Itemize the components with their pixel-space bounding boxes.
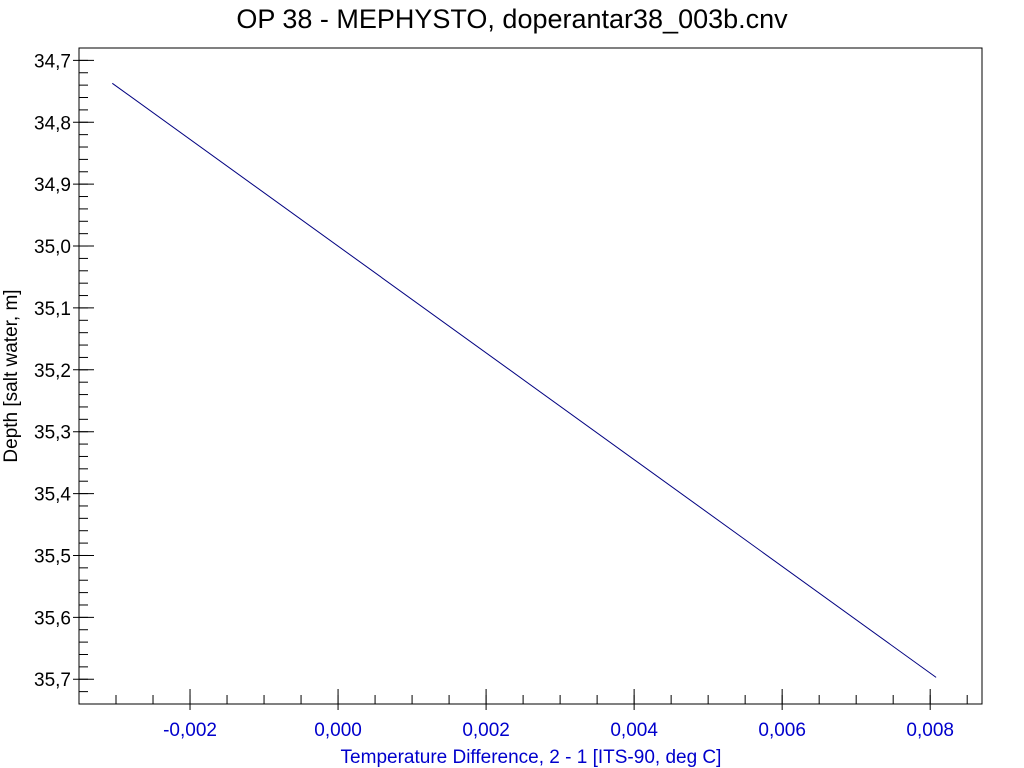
- series-group: [112, 82, 937, 678]
- y-tick-label: 34,7: [34, 51, 71, 72]
- y-tick-label: 35,0: [34, 237, 71, 258]
- y-tick-label: 35,6: [34, 608, 71, 629]
- y-axis-label: Depth [salt water, m]: [1, 289, 22, 462]
- y-tick-label: 35,4: [34, 485, 71, 506]
- x-tick-label: 0,008: [906, 720, 954, 741]
- y-tick-label: 35,5: [34, 546, 71, 567]
- x-tick-label: 0,000: [314, 720, 362, 741]
- x-axis-label: Temperature Difference, 2 - 1 [ITS-90, d…: [341, 747, 722, 768]
- y-axis: 34,7 34,8 34,9 35,0 35,1 35,2 35,3 35,4 35,5 35,6…: [34, 47, 94, 705]
- x-tick-label: 0,004: [610, 720, 658, 741]
- x-tick-label: -0,002: [163, 720, 217, 741]
- y-tick-label: 35,2: [34, 361, 71, 382]
- x-tick-label: 0,006: [758, 720, 806, 741]
- x-tick-label: 0,002: [462, 720, 510, 741]
- x-axis: -0,002 0,000 0,002 0,004 0,006 0,008: [78, 689, 968, 741]
- plot-frame: [78, 47, 983, 705]
- chart-title: OP 38 - MEPHYSTO, doperantar38_003b.cnv: [236, 4, 788, 34]
- y-tick-label: 35,3: [34, 423, 71, 444]
- y-tick-label: 34,9: [34, 175, 71, 196]
- y-tick-label: 35,7: [34, 670, 71, 691]
- series-line: [112, 82, 937, 678]
- y-tick-label: 34,8: [34, 113, 71, 134]
- y-tick-label: 35,1: [34, 299, 71, 320]
